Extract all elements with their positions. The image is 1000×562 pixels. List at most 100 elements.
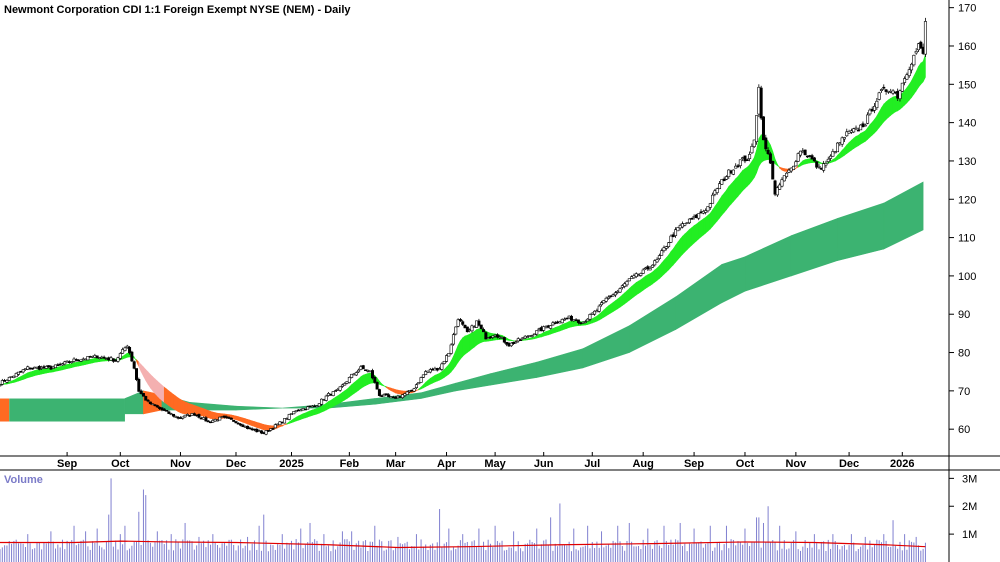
candle-body <box>185 414 189 416</box>
candle-body <box>650 264 654 268</box>
candle-body <box>905 74 909 80</box>
short-ribbon-segment <box>187 402 191 415</box>
short-ribbon-segment <box>679 235 683 258</box>
short-ribbon-segment <box>312 408 315 416</box>
candle-body <box>477 320 481 326</box>
price-axis: 60 70 80 90 100 110 120 130 140 150 160 170 <box>949 3 976 436</box>
candle-body <box>525 336 529 338</box>
short-ribbon-segment <box>733 177 737 203</box>
short-ribbon-segment <box>175 395 179 413</box>
candle-body <box>822 163 826 171</box>
price-tick-label: 80 <box>958 348 970 360</box>
short-ribbon-segment <box>698 220 702 240</box>
short-ribbon-segment <box>203 408 207 418</box>
short-ribbon-segment <box>853 135 857 150</box>
price-tick-label: 120 <box>958 194 976 206</box>
candle-body <box>593 310 597 315</box>
short-ribbon-segment <box>721 192 725 216</box>
short-ribbon-segment <box>740 169 743 195</box>
price-tick-label: 140 <box>958 118 976 130</box>
candle-body <box>660 250 664 256</box>
short-ribbon-segment <box>659 262 662 280</box>
short-ribbon-segment <box>633 281 637 298</box>
candle-body <box>674 229 678 236</box>
short-ribbon-segment <box>321 404 325 413</box>
short-ribbon-segment <box>890 96 894 116</box>
short-ribbon-segment <box>883 101 887 123</box>
short-ribbon-segment <box>573 320 577 327</box>
candle-body <box>340 384 344 387</box>
candle-body <box>845 131 849 137</box>
short-ribbon-segment <box>92 357 96 364</box>
short-ribbon-segment <box>94 357 98 363</box>
short-ribbon-segment <box>247 419 251 426</box>
short-ribbon-segment <box>478 328 482 345</box>
short-ribbon-segment <box>163 386 167 405</box>
candle-body <box>724 176 728 180</box>
short-ribbon-segment <box>742 168 746 192</box>
candle-body <box>479 324 483 329</box>
short-ribbon-segment <box>918 62 922 89</box>
short-ribbon-segment <box>566 321 570 329</box>
candle-body <box>817 165 821 168</box>
short-ribbon-segment <box>362 373 366 388</box>
short-ribbon-segment <box>242 417 246 424</box>
chart-title: Newmont Corporation CDI 1:1 Foreign Exem… <box>4 4 351 16</box>
candle-body <box>900 82 904 92</box>
candle-body <box>625 281 629 286</box>
candle-body <box>118 353 122 359</box>
candle-body <box>350 373 354 378</box>
candle-body <box>229 417 233 420</box>
candle-body <box>613 292 617 296</box>
short-ribbon-segment <box>615 298 619 311</box>
candle-body <box>204 417 208 422</box>
short-ribbon-segment <box>85 359 89 365</box>
short-ribbon-segment <box>25 372 29 380</box>
short-ribbon-segment <box>351 382 355 396</box>
short-ribbon-segment <box>638 279 642 294</box>
short-ribbon-segment <box>744 166 748 190</box>
short-ribbon-segment <box>353 380 357 395</box>
short-ribbon-segment <box>261 423 265 431</box>
candle-body <box>600 302 604 306</box>
price-tick-label: 160 <box>958 41 976 53</box>
short-ribbon-segment <box>848 139 852 153</box>
candle-body <box>442 360 446 364</box>
candle-body <box>667 242 671 247</box>
short-ribbon-segment <box>871 118 875 136</box>
short-ribbon-segment <box>807 158 811 164</box>
price-panel: Newmont Corporation CDI 1:1 Foreign Exem… <box>0 4 927 436</box>
short-ribbon-segment <box>457 340 461 364</box>
short-ribbon-segment <box>707 212 711 232</box>
candle-body <box>465 326 469 333</box>
candle-body <box>708 203 712 208</box>
candle-body <box>588 314 592 320</box>
candle-body <box>125 345 129 348</box>
candle-body <box>445 355 449 362</box>
candle-body <box>766 149 770 154</box>
candle-body <box>877 92 881 100</box>
candle-body <box>833 151 837 154</box>
candle-body <box>121 349 125 354</box>
short-ribbon-segment <box>161 384 165 403</box>
candle-body <box>618 288 622 293</box>
short-ribbon-segment <box>307 410 311 418</box>
candle-body <box>451 334 455 345</box>
candle-body <box>273 424 277 429</box>
candle-body <box>290 413 294 415</box>
short-ribbon-segment <box>689 227 693 248</box>
short-ribbon-segment <box>200 407 204 417</box>
candle-body <box>657 255 661 259</box>
short-ribbon-segment <box>682 233 686 256</box>
short-ribbon-segment <box>337 393 341 405</box>
short-ribbon-segment <box>700 218 704 238</box>
candle-body <box>148 401 152 405</box>
short-ribbon-segment <box>265 424 269 431</box>
short-ribbon-segment <box>180 398 184 414</box>
short-ribbon-segment <box>612 300 616 313</box>
candle-body <box>755 115 759 143</box>
candle-body <box>248 427 252 430</box>
short-ribbon-segment <box>920 60 924 85</box>
short-ribbon-segment <box>358 375 362 391</box>
